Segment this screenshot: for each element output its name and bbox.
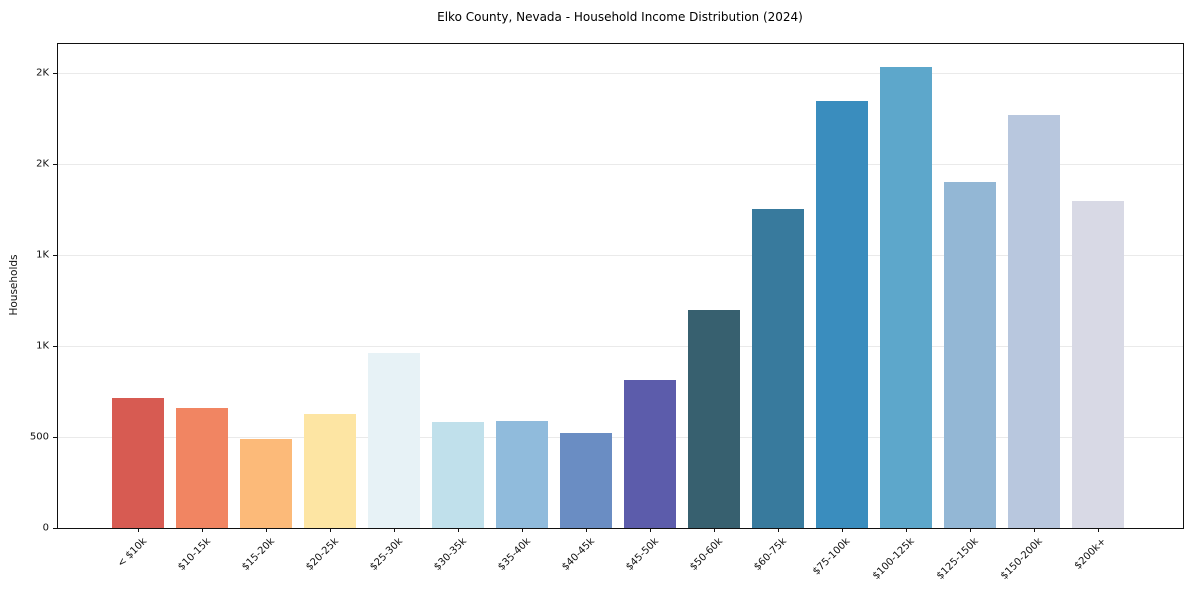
y-tick-mark: [53, 527, 57, 529]
x-tick-label-text: $25-30k: [367, 536, 405, 573]
x-tick-label-text: $10-15k: [175, 536, 213, 573]
y-tick-label: 1K: [36, 340, 49, 352]
y-tick-mark: [53, 254, 57, 256]
y-tick-label: 0: [42, 522, 49, 534]
y-tick-label: 500: [29, 431, 49, 443]
bar: [816, 101, 868, 528]
x-tick-mark: [713, 528, 715, 532]
x-tick-label-text: $50-60k: [687, 536, 725, 573]
x-tick-mark: [969, 528, 971, 532]
bar: [752, 209, 804, 528]
x-tick-label-text: $125-150k: [934, 536, 981, 582]
bar: [496, 421, 548, 528]
x-tick-label-text: $40-45k: [559, 536, 597, 573]
x-tick-label-text: $45-50k: [623, 536, 661, 573]
x-tick-mark: [521, 528, 523, 532]
bar: [688, 310, 740, 528]
x-tick-mark: [329, 528, 331, 532]
gridline: [58, 436, 1183, 438]
x-tick-label-text: $15-20k: [239, 536, 277, 573]
bar: [880, 67, 932, 528]
x-tick-mark: [841, 528, 843, 532]
x-tick-label-text: $150-200k: [998, 536, 1045, 582]
x-tick-label-text: $75-100k: [811, 536, 853, 578]
gridline: [58, 254, 1183, 256]
x-tick-label-text: $20-25k: [303, 536, 341, 573]
x-tick-mark: [585, 528, 587, 532]
y-axis-label: Households: [8, 254, 20, 316]
y-tick-label: 1K: [36, 249, 49, 261]
x-tick-mark: [1033, 528, 1035, 532]
bar: [944, 182, 996, 528]
bar: [1072, 201, 1124, 528]
bar: [304, 414, 356, 528]
y-tick-label: 2K: [36, 158, 49, 170]
y-tick-mark: [53, 436, 57, 438]
bar: [112, 397, 164, 528]
y-tick-mark: [53, 72, 57, 74]
gridline: [58, 163, 1183, 165]
bar: [240, 439, 292, 528]
plot-area: 0 500 1K 1K 2K 2K < $10k $10-15k $15-20k $20-25k $…: [30, 43, 1184, 582]
x-tick-mark: [777, 528, 779, 532]
x-tick-mark: [265, 528, 267, 532]
x-tick-mark: [201, 528, 203, 532]
bar: [432, 422, 484, 528]
x-tick-label-text: $100-125k: [870, 536, 917, 582]
x-tick-label-text: $35-40k: [495, 536, 533, 573]
y-tick-label: 2K: [36, 67, 49, 79]
gridline: [58, 72, 1183, 74]
bar: [176, 407, 228, 528]
bar: [368, 353, 420, 528]
bar: [560, 433, 612, 528]
x-tick-label-text: $200k+: [1072, 536, 1109, 572]
x-tick-mark: [1097, 528, 1099, 532]
x-tick-mark: [137, 528, 139, 532]
x-tick-mark: [649, 528, 651, 532]
x-tick-mark: [457, 528, 459, 532]
x-tick-mark: [905, 528, 907, 532]
x-tick-label-text: $30-35k: [431, 536, 469, 573]
x-tick-label-text: $60-75k: [751, 536, 789, 573]
y-tick-mark: [53, 345, 57, 347]
chart-title: Elko County, Nevada - Household Income D…: [437, 10, 803, 24]
y-tick-mark: [53, 163, 57, 165]
x-tick-mark: [393, 528, 395, 532]
bar: [624, 380, 676, 528]
bar: [1008, 115, 1060, 528]
x-tick-label-text: < $10k: [115, 536, 149, 570]
gridline: [58, 345, 1183, 347]
